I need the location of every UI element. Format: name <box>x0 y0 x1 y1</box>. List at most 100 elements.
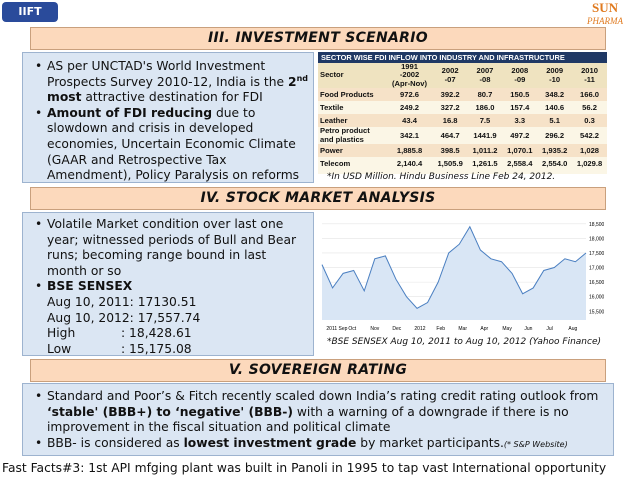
bullet: AS per UNCTAD's World Investment Prospec… <box>35 59 309 106</box>
cell-text: Sector <box>320 70 344 80</box>
bullet: BBB- is considered as lowest investment … <box>35 435 607 453</box>
cell-text: -2002 <box>399 70 420 80</box>
cell: 0.3 <box>584 115 595 125</box>
cell-text: 2007 <box>476 66 494 76</box>
cell: 1,011.2 <box>472 145 498 155</box>
text-box: Volatile Market condition over last one … <box>22 212 314 356</box>
bullet: Amount of FDI reducing due to slowdown a… <box>35 106 309 184</box>
caption: *In USD Million. Hindu Business Line Feb… <box>327 172 556 182</box>
cell-text: 1991 <box>401 62 418 71</box>
text: by market participants. <box>360 435 504 450</box>
cell-text: Textile <box>320 102 344 112</box>
section-title: V. SOVEREIGN RATING <box>30 359 606 382</box>
cell: 342.1 <box>400 130 420 140</box>
y-tick-label: 16,500 <box>589 280 604 286</box>
text: Standard and Poor’s & Fitch recently sca… <box>47 389 599 403</box>
cell-text: 2009 <box>546 66 564 76</box>
logo-text: PHARMA <box>587 16 623 26</box>
text: BBB- is considered as <box>47 435 180 450</box>
y-tick-label: 18,000 <box>589 236 604 242</box>
row: Textile 249.2 327.2 186.0 157.4 140.6 56.2 <box>318 101 607 115</box>
cell-text: Leather <box>320 115 348 125</box>
x-tick-label: Apr <box>480 326 488 332</box>
left-logo: IIFT <box>2 2 58 22</box>
cell: 56.2 <box>582 102 597 112</box>
cell: 1441.9 <box>473 130 497 140</box>
right-logo: SUN PHARMA <box>574 0 636 36</box>
cell-text: -10 <box>549 74 561 84</box>
cell: 157.4 <box>510 102 530 112</box>
cell-text: -11 <box>584 74 595 84</box>
y-tick-label: 18,500 <box>589 222 604 228</box>
x-tick-label: May <box>502 326 512 332</box>
cell: 7.5 <box>479 115 491 125</box>
fdi-table: SECTOR WISE FDI INFLOW INTO INDUSTRY AND… <box>318 52 607 174</box>
cell: 249.2 <box>400 102 420 112</box>
cell: 2,554.0 <box>541 158 568 168</box>
header-cell: 2007 -08 <box>468 63 503 88</box>
cell: 1,885.8 <box>396 145 423 155</box>
header-row: Sector 1991 -2002 (Apr-Nov) 2002 -07 2007 -08 20… <box>318 62 607 89</box>
cell-text: -08 <box>479 74 491 84</box>
text: Low <box>47 341 72 356</box>
x-tick-label: Feb <box>436 326 445 332</box>
cell: 972.6 <box>400 89 420 99</box>
cell: Food Products <box>318 88 386 101</box>
row: Petro product and plastics 342.1 464.7 1441.… <box>318 126 607 145</box>
row: Food Products 972.6 392.2 80.7 150.5 348.2 166… <box>318 88 607 102</box>
cell: 3.3 <box>514 115 526 125</box>
cell: 542.2 <box>580 130 600 140</box>
table: Sector 1991 -2002 (Apr-Nov) 2002 -07 2007 -08 20… <box>318 62 607 171</box>
x-tick-label: Nov <box>370 326 379 332</box>
cell-text: 2002 <box>441 66 459 76</box>
text: (* S&P Website) <box>503 439 568 449</box>
cell-text: Food Products <box>320 89 374 99</box>
x-tick-label: Jul <box>546 326 552 332</box>
cell: 16.8 <box>442 115 458 125</box>
text: AS per UNCTAD's World Investment Prospec… <box>47 59 285 89</box>
cell-text: and plastics <box>320 134 364 144</box>
header-cell: 2002 -07 <box>433 63 468 88</box>
cell: 2,558.4 <box>507 158 533 168</box>
bullet: BSE SENSEX <box>35 279 309 295</box>
bullet: Volatile Market condition over last one … <box>35 217 309 279</box>
y-tick-label: 16,000 <box>589 295 604 301</box>
sensex-lines: Aug 10, 2011: 17130.51 Aug 10, 2012: 17,… <box>31 295 309 357</box>
cell: 1,070.1 <box>507 145 533 155</box>
header-cell: 2009 -10 <box>537 63 572 88</box>
cell: 5.1 <box>549 115 560 125</box>
cell-text: Telecom <box>320 158 351 168</box>
cell: 1,505.9 <box>437 158 463 168</box>
x-tick-label: Dec <box>392 326 401 332</box>
cell: 296.2 <box>545 130 565 140</box>
text: : 18,428.61 <box>121 326 192 341</box>
section-title: III. INVESTMENT SCENARIO <box>30 27 606 50</box>
x-tick-label: Aug <box>568 326 577 332</box>
cell: Petro product and plastics <box>318 126 386 144</box>
text-box: AS per UNCTAD's World Investment Prospec… <box>22 52 314 183</box>
header-cell: Sector <box>318 63 386 88</box>
bullet: Standard and Poor’s & Fitch recently sca… <box>35 389 607 436</box>
logo-text: SUN <box>591 0 618 15</box>
text: High <box>47 326 76 341</box>
text: with a warning of a downgrade if there i… <box>47 404 569 435</box>
sensex-chart: 15,500 16,000 16,500 17,000 17,500 18,000 18,5… <box>318 212 604 336</box>
line: Aug 10, 2011: 17130.51 <box>47 294 197 309</box>
y-tick-label: 17,500 <box>589 251 604 257</box>
cell: 464.7 <box>440 130 460 140</box>
text: BSE SENSEX <box>47 279 133 294</box>
cell: 2,140.4 <box>396 158 423 168</box>
table-title: SECTOR WISE FDI INFLOW INTO INDUSTRY AND… <box>318 52 607 63</box>
text: lowest investment grade <box>183 435 357 450</box>
cell-text: -09 <box>514 74 526 84</box>
x-tick-label: 2012 <box>414 326 425 332</box>
line <box>321 225 587 309</box>
cell: 140.6 <box>545 102 565 112</box>
line: High : 18,428.61 <box>47 326 309 342</box>
row: Leather 43.4 16.8 7.5 3.3 5.1 0.3 <box>318 114 607 128</box>
cell: 186.0 <box>475 102 495 112</box>
row: Power 1,885.8 398.5 1,011.2 1,070.1 1,935.2 1,… <box>318 144 607 158</box>
cell: 166.0 <box>580 89 600 99</box>
cell: 392.2 <box>440 89 460 99</box>
